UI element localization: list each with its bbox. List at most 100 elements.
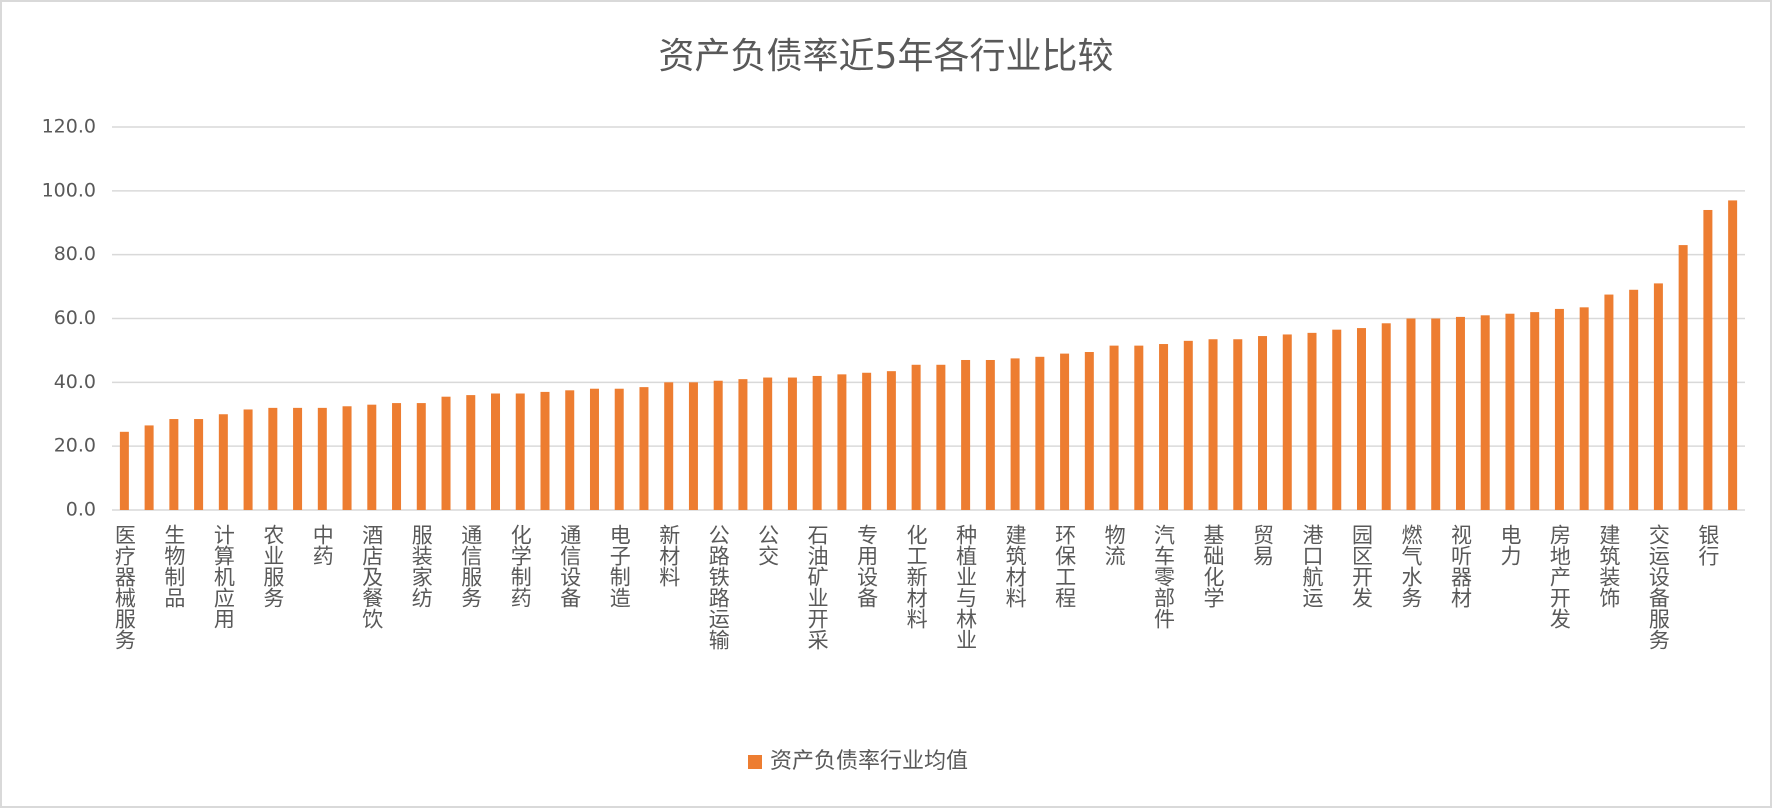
x-tick-label: 基础化学 [1201,524,1225,608]
bar [1579,307,1589,510]
x-tick-label: 农业服务 [261,524,285,608]
bar [1109,345,1119,510]
x-tick-label: 视听器材 [1448,524,1472,608]
bar [491,393,501,510]
bar [169,419,179,510]
bar [1406,318,1416,510]
x-tick-label: 通信服务 [459,524,483,608]
bar [763,377,773,510]
bar [1010,358,1020,510]
y-tick-label: 40.0 [54,371,96,393]
bar [1258,336,1268,510]
bar [392,403,402,510]
bar [1084,352,1094,510]
x-tick-label: 环保工程 [1053,524,1077,608]
bar [1307,332,1317,510]
x-tick-label: 建筑材料 [1003,524,1027,608]
x-tick-label: 化工新材料 [904,524,928,629]
bar [713,380,723,510]
legend-label: 资产负债率行业均值 [770,749,968,774]
x-tick-label: 电子制造 [607,524,631,608]
bar [812,375,822,510]
bar [1332,329,1342,510]
bar [565,390,575,510]
x-tick-label: 酒店及餐饮 [360,524,384,629]
bar [367,404,377,510]
bar [119,431,129,510]
x-tick-label: 银行 [1696,524,1720,566]
bar [1554,308,1564,510]
x-tick-label: 新材料 [657,524,681,587]
x-tick-label: 交运设备服务 [1646,524,1670,650]
bar [1480,315,1490,510]
x-tick-label: 医疗器械服务 [112,524,136,650]
bar [1703,209,1713,510]
bar [1455,316,1465,510]
x-tick-label: 物流 [1102,524,1126,566]
bar [243,409,253,510]
bar [911,364,921,510]
x-tick-label: 园区开发 [1349,524,1373,608]
bar [1505,313,1515,510]
bar [1604,294,1614,510]
bar [738,379,748,510]
y-tick-label: 60.0 [54,307,96,329]
bar [862,372,872,510]
y-tick-label: 0.0 [66,499,96,521]
bar [441,396,451,510]
bar [1381,323,1391,510]
bar [466,395,476,510]
x-tick-label: 种植业与林业 [954,524,978,650]
x-tick-label: 计算机应用 [211,524,235,629]
x-tick-label: 汽车零部件 [1152,524,1176,629]
bar [144,425,154,510]
bar [837,374,847,510]
x-tick-label: 服装家纺 [409,524,433,608]
x-tick-label: 专用设备 [855,524,879,608]
x-tick-label: 电力 [1498,524,1522,566]
bar [293,407,303,510]
bar [1282,334,1292,510]
bar [787,377,797,510]
y-tick-label: 100.0 [42,179,96,201]
bar [342,406,352,510]
chart-title: 资产负债率近5年各行业比较 [659,36,1114,77]
bar [1629,289,1639,510]
bar [1530,312,1540,510]
bar [985,359,995,510]
x-tick-label: 石油矿业开采 [805,524,829,650]
bar [664,382,674,510]
x-tick-label: 房地产开发 [1547,524,1571,629]
bar [194,419,204,510]
bar [688,382,698,510]
bar [1060,353,1070,510]
bar [416,403,426,510]
bar [1035,356,1045,510]
bar [1134,345,1144,510]
x-tick-label: 化学制药 [508,524,532,608]
bar [1431,318,1441,510]
bar [317,407,327,510]
bar [1183,340,1193,510]
x-tick-label: 通信设备 [558,524,582,608]
bar [936,364,946,510]
legend-swatch [748,755,762,769]
y-tick-label: 120.0 [42,116,96,138]
bar [540,391,550,510]
x-tick-label: 建筑装饰 [1597,524,1621,608]
x-tick-label: 公路铁路运输 [706,524,730,650]
bar [886,371,896,510]
x-tick-label: 港口航运 [1300,524,1324,608]
bar [1233,339,1243,510]
bar [1678,245,1688,510]
x-tick-label: 贸易 [1251,524,1275,566]
bar [961,359,971,510]
bar [614,388,624,510]
bar [218,414,228,510]
y-tick-label: 80.0 [54,243,96,265]
x-tick-label: 公交 [756,524,780,566]
bar [639,387,649,510]
x-tick-label: 中药 [310,524,334,566]
